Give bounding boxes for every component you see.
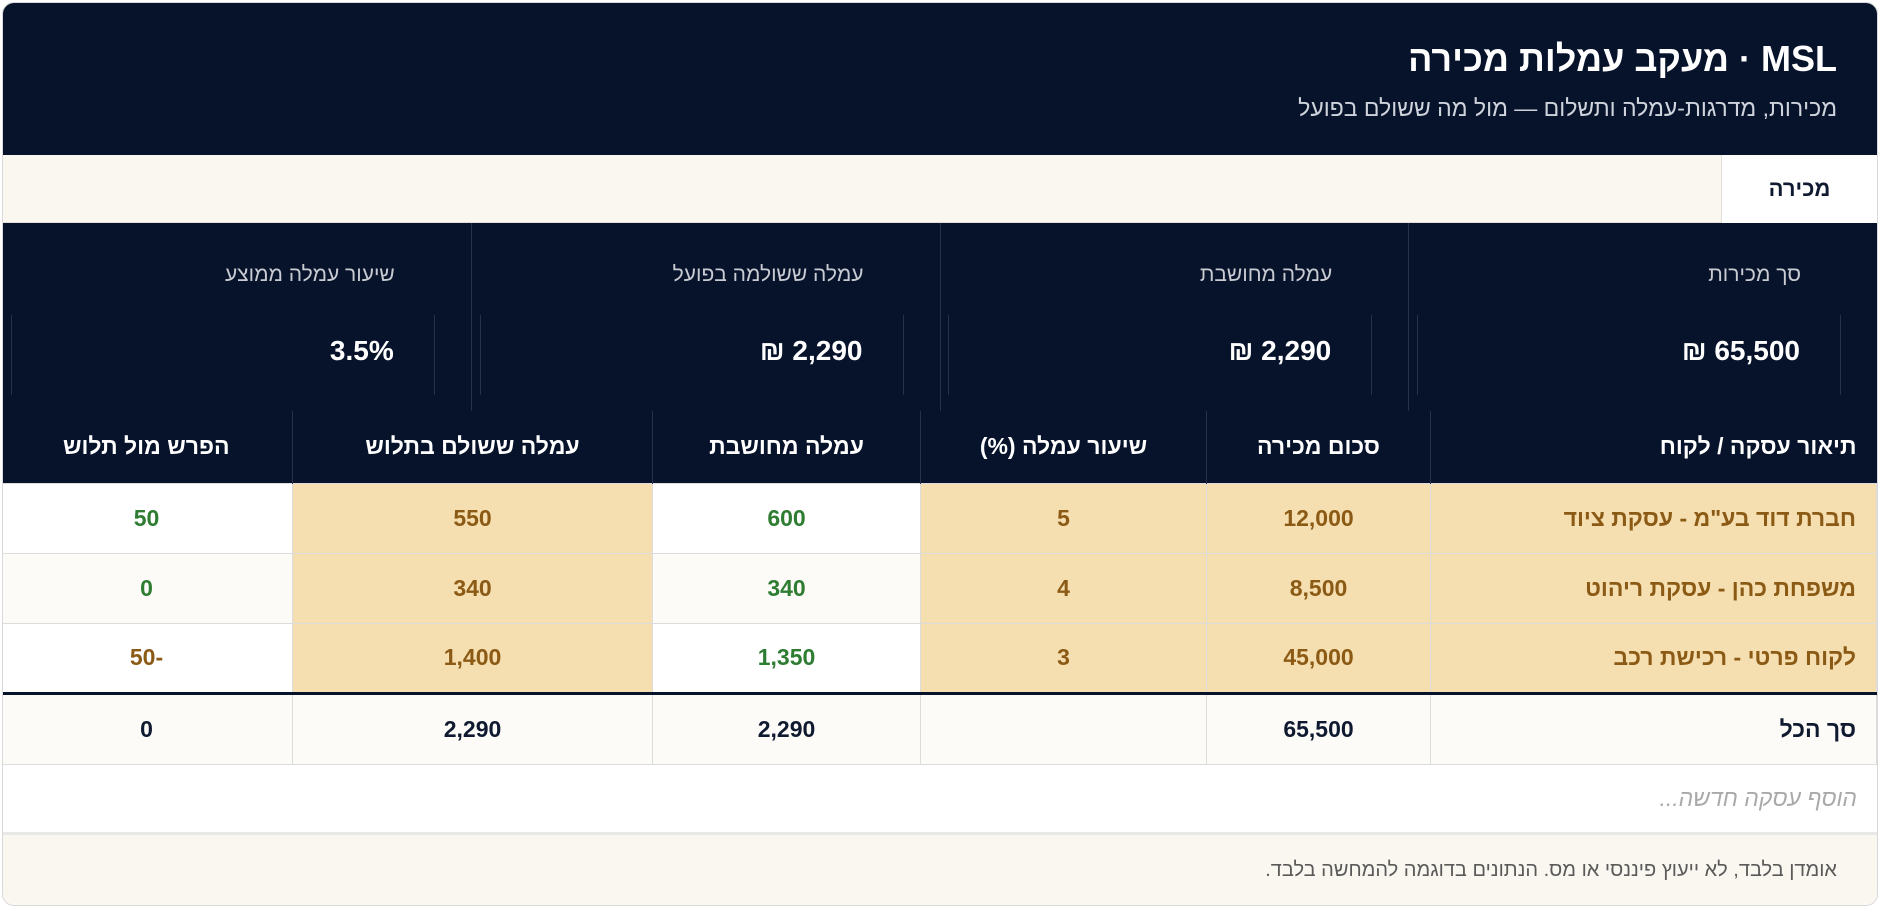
calculated-cell: 600: [652, 482, 921, 554]
footer-disclaimer: אומדן בלבד, לא ייעוץ פיננסי או מס. הנתונ…: [3, 834, 1877, 905]
stat-paid-commission: עמלה ששולמה בפועל 2,290 ₪: [470, 223, 940, 411]
total-difference-cell: 0: [3, 691, 293, 765]
column-header-difference: הפרש מול תלוש: [3, 411, 293, 483]
amount-cell[interactable]: 8,500: [1206, 552, 1431, 624]
total-row: סך הכל 65,500 2,290 2,290 0: [3, 691, 1877, 765]
app-header: MSL · מעקב עמלות מכירה מכירות, מדרגות-עמ…: [3, 3, 1877, 155]
stat-value: 3.5%: [329, 335, 394, 366]
stat-label: עמלה ששולמה בפועל: [672, 263, 864, 286]
column-header-rate: שיעור עמלה (%): [920, 411, 1207, 483]
page-subtitle: מכירות, מדרגות-עמלה ותשלום — מול מה ששול…: [1298, 95, 1837, 121]
paid-cell[interactable]: 1,400: [292, 622, 653, 694]
rate-cell[interactable]: 3: [920, 622, 1207, 694]
total-paid-cell: 2,290: [292, 691, 653, 765]
column-header-paid: עמלה ששולם בתלוש: [292, 411, 653, 483]
calculated-cell: 340: [652, 552, 921, 624]
column-header-calculated: עמלה מחושבת: [652, 411, 921, 483]
amount-cell[interactable]: 12,000: [1206, 482, 1431, 554]
table-row: משפחת כהן - עסקת ריהוט 8,500 4 340 340 0: [3, 552, 1877, 624]
column-header-amount: סכום מכירה: [1206, 411, 1431, 483]
description-cell[interactable]: משפחת כהן - עסקת ריהוט: [1430, 552, 1877, 624]
table-header-row: תיאור עסקה / לקוח סכום מכירה שיעור עמלה …: [3, 411, 1877, 483]
total-label: סך הכל: [1430, 691, 1877, 765]
rate-cell[interactable]: 5: [920, 482, 1207, 554]
page-title: MSL · מעקב עמלות מכירה: [1408, 38, 1837, 79]
stat-calculated-commission: עמלה מחושבת 2,290 ₪: [939, 223, 1409, 411]
stat-value: 2,290 ₪: [1228, 335, 1332, 366]
difference-cell: 50: [3, 482, 293, 554]
paid-cell[interactable]: 340: [292, 552, 653, 624]
total-amount-cell: 65,500: [1206, 691, 1431, 765]
summary-stats: סך מכירות 65,500 ₪ עמלה מחושבת 2,290 ₪ ע…: [3, 223, 1877, 411]
total-calculated-cell: 2,290: [652, 691, 921, 765]
stat-total-sales: סך מכירות 65,500 ₪: [1408, 223, 1877, 411]
total-rate-cell: [920, 691, 1207, 765]
stat-label: שיעור עמלה ממוצע: [224, 263, 395, 286]
stat-value: 2,290 ₪: [759, 335, 863, 366]
difference-cell: 0: [3, 552, 293, 624]
paid-cell[interactable]: 550: [292, 482, 653, 554]
table-row: חברת דוד בע"מ - עסקת ציוד 12,000 5 600 5…: [3, 482, 1877, 554]
commission-table: תיאור עסקה / לקוח סכום מכירה שיעור עמלה …: [3, 411, 1877, 765]
column-header-description: תיאור עסקה / לקוח: [1430, 411, 1877, 483]
amount-cell[interactable]: 45,000: [1206, 622, 1431, 694]
tab-sale[interactable]: מכירה: [1721, 155, 1877, 223]
stat-average-rate: שיעור עמלה ממוצע 3.5%: [3, 223, 471, 411]
tab-bar: מכירה: [3, 155, 1877, 223]
stat-value: 65,500 ₪: [1681, 335, 1800, 366]
table-row: לקוח פרטי - רכישת רכב 45,000 3 1,350 1,4…: [3, 622, 1877, 694]
rate-cell[interactable]: 4: [920, 552, 1207, 624]
description-cell[interactable]: לקוח פרטי - רכישת רכב: [1430, 622, 1877, 694]
stat-label: סך מכירות: [1708, 263, 1801, 286]
calculated-cell: 1,350: [652, 622, 921, 694]
stat-label: עמלה מחושבת: [1199, 263, 1333, 286]
description-cell[interactable]: חברת דוד בע"מ - עסקת ציוד: [1430, 482, 1877, 554]
difference-cell: -50: [3, 622, 293, 694]
add-deal-input[interactable]: הוסף עסקה חדשה...: [3, 765, 1877, 835]
